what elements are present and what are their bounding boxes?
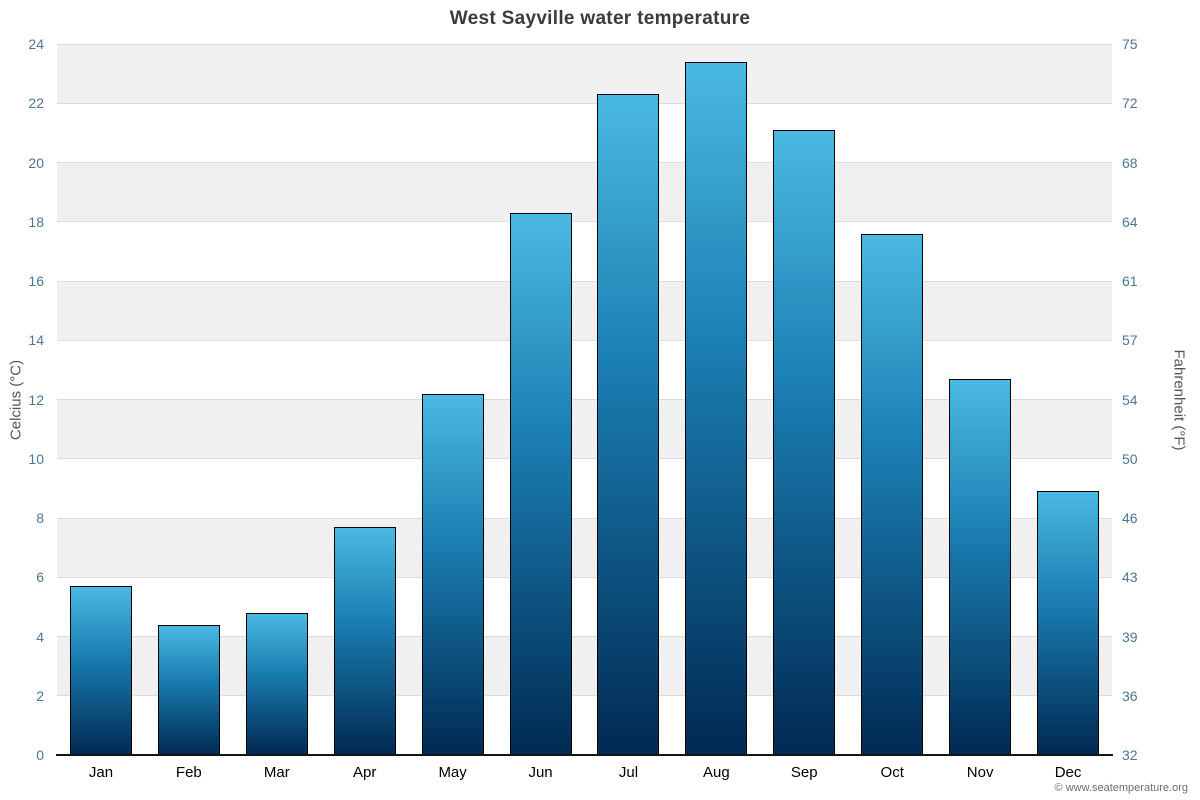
y-tick-celsius: 8 [36, 510, 44, 526]
x-tick-aug: Aug [703, 764, 730, 781]
gridline [57, 399, 1112, 400]
gridline [57, 636, 1112, 637]
x-tick-jul: Jul [618, 764, 639, 781]
bar-feb [157, 624, 220, 755]
gridline [57, 576, 1112, 578]
y-tick-fahrenheit: 39 [1122, 628, 1138, 645]
plot-band [57, 458, 1112, 518]
x-tick-nov: Nov [966, 764, 994, 781]
gridline [57, 339, 1112, 341]
plot-band [57, 636, 1112, 696]
bar-aug [685, 61, 748, 755]
gridline [57, 458, 1112, 460]
gridline [57, 280, 1112, 282]
bar-apr [333, 526, 396, 755]
y-tick-celsius: 0 [36, 747, 44, 763]
y-tick-fahrenheit: 75 [1122, 36, 1138, 52]
y-tick-fahrenheit: 43 [1122, 569, 1138, 586]
plot-band [57, 162, 1112, 222]
y-tick-fahrenheit: 72 [1122, 95, 1138, 112]
plot-band [57, 221, 1112, 281]
y-tick-fahrenheit: 36 [1122, 687, 1138, 704]
y-tick-fahrenheit: 61 [1122, 273, 1138, 289]
y-tick-celsius: 14 [28, 332, 44, 349]
plot-band [57, 399, 1112, 459]
y-axis-label-fahrenheit: Fahrenheit (°F) [1170, 349, 1188, 451]
bar-mar [245, 612, 308, 755]
y-tick-fahrenheit: 57 [1122, 332, 1138, 349]
y-tick-celsius: 16 [28, 273, 44, 289]
bar-jun [509, 212, 572, 755]
plot-band [57, 340, 1112, 400]
x-tick-oct: Oct [880, 764, 904, 781]
bar-nov [949, 378, 1012, 755]
y-tick-celsius: 22 [28, 95, 44, 112]
y-tick-fahrenheit: 50 [1122, 450, 1138, 467]
y-tick-fahrenheit: 68 [1122, 154, 1138, 171]
y-tick-celsius: 4 [36, 628, 44, 645]
plot-band [57, 518, 1112, 578]
x-tick-apr: Apr [353, 764, 377, 781]
copyright: © www.seatemperature.org [1054, 782, 1188, 794]
x-tick-may: May [438, 764, 467, 781]
x-tick-sep: Sep [790, 764, 818, 781]
y-tick-fahrenheit: 54 [1122, 391, 1138, 408]
y-tick-fahrenheit: 46 [1122, 510, 1138, 526]
bar-jul [597, 94, 660, 755]
gridline [57, 43, 1112, 45]
gridline [57, 695, 1112, 697]
plot-band [57, 577, 1112, 637]
x-tick-dec: Dec [1054, 764, 1082, 781]
y-tick-celsius: 2 [36, 687, 44, 704]
bar-oct [861, 233, 924, 755]
plot-band [57, 695, 1112, 755]
plot-band [57, 44, 1112, 104]
gridline [57, 517, 1112, 519]
y-tick-celsius: 10 [28, 450, 44, 467]
y-tick-celsius: 12 [28, 391, 44, 408]
x-axis-line [56, 754, 1113, 756]
x-tick-mar: Mar [263, 764, 290, 781]
x-tick-jan: Jan [88, 764, 114, 781]
gridline [57, 221, 1112, 223]
x-tick-jun: Jun [528, 764, 553, 781]
bar-dec [1037, 491, 1100, 755]
bar-may [421, 393, 484, 755]
chart-title: West Sayville water temperature [449, 8, 751, 29]
y-tick-celsius: 18 [28, 213, 44, 230]
x-tick-feb: Feb [175, 764, 202, 781]
y-tick-fahrenheit: 64 [1122, 213, 1138, 230]
y-tick-fahrenheit: 32 [1122, 747, 1138, 763]
gridline [57, 102, 1112, 104]
plot-band [57, 281, 1112, 341]
plot-band [57, 103, 1112, 163]
y-tick-celsius: 24 [28, 36, 44, 52]
bar-sep [773, 129, 836, 755]
y-tick-celsius: 20 [28, 154, 44, 171]
gridline [57, 162, 1112, 163]
y-tick-celsius: 6 [36, 569, 44, 586]
bar-jan [69, 586, 132, 755]
